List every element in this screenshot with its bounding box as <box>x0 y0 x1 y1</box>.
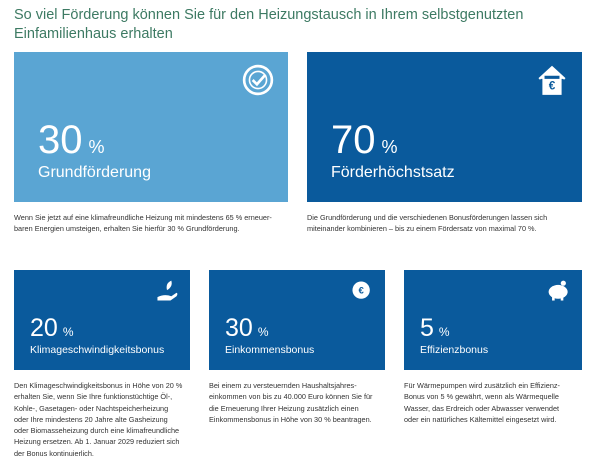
description: Den Klimageschwindigkeitsbonus in Höhe v… <box>14 380 182 459</box>
figure: 70% <box>331 118 398 163</box>
card: 20% Klimageschwindigkeitsbonus <box>14 270 190 370</box>
figure: 5% <box>420 314 450 343</box>
svg-text:€: € <box>358 286 364 297</box>
card-label: Förderhöchstsatz <box>331 164 455 181</box>
description-line: Wenn Sie jetzt auf eine klimafreundliche… <box>14 213 272 222</box>
figure-unit: % <box>62 325 74 339</box>
icon: € <box>538 65 566 95</box>
icon <box>548 280 568 301</box>
description-line: Den Klimageschwindigkeitsbonus in Höhe v… <box>14 381 183 390</box>
card-label: Grundförderung <box>38 164 151 181</box>
icon <box>242 64 274 96</box>
description-line: Wasser, das Erdreich oder Abwasser verwe… <box>404 403 560 413</box>
card: 30% Grundförderung <box>14 52 288 202</box>
description-line: baren Energien umsteigen, erhalten Sie h… <box>14 224 240 234</box>
description-line: Die Grundförderung und die verschiedenen… <box>307 213 548 222</box>
description-line: Für Wärmepumpen wird zusätzlich ein Effi… <box>404 381 560 390</box>
card: 5% Effizienzbonus <box>404 270 582 370</box>
title-line: So viel Förderung können Sie für den Hei… <box>14 7 524 23</box>
figure-unit: % <box>257 325 269 339</box>
figure-number: 30 <box>38 118 83 162</box>
figure-unit: % <box>88 137 105 157</box>
title-line: Einfamilienhaus erhalten <box>14 26 173 42</box>
figure-number: 20 <box>30 314 58 342</box>
description-line: die Erneuerung Ihrer Heizung zusätzlich … <box>209 403 359 413</box>
description-line: oder ein natürliches Kältemittel eingese… <box>404 414 557 424</box>
card-label: Effizienzbonus <box>420 344 489 356</box>
description: Für Wärmepumpen wird zusätzlich ein Effi… <box>404 380 560 425</box>
card-label: Einkommensbonus <box>225 344 315 356</box>
description-line: einkommen von bis zu 40.000 Euro können … <box>209 392 373 402</box>
description-line: Bonus von 5 % gewährt, wenn als Wärmeque… <box>404 392 559 402</box>
description-line: oder Ihre mindestens 20 Jahre alte Gashe… <box>14 414 168 424</box>
description-line: Einkommensbonus in Höhe von 30 % beantra… <box>209 414 372 424</box>
description: Die Grundförderung und die verschiedenen… <box>307 212 547 235</box>
svg-text:€: € <box>549 80 556 93</box>
description-line: erhalten Sie, wenn Sie Ihre funktionstüc… <box>14 392 173 402</box>
description-line: Kohle-, Gasetagen- oder Nachtspeicherhei… <box>14 403 169 413</box>
figure: 30% <box>38 118 105 163</box>
figure: 20% <box>30 314 73 343</box>
figure-number: 5 <box>420 314 434 342</box>
figure-unit: % <box>438 325 450 339</box>
card-label: Klimageschwindigkeitsbonus <box>30 344 165 356</box>
figure-number: 70 <box>331 118 376 162</box>
description-line: der Bonus kontinuierlich. <box>14 448 94 458</box>
icon: € <box>352 281 370 299</box>
card: 30% Einkommensbonus € <box>209 270 385 370</box>
title: So viel Förderung können Sie für den Hei… <box>14 6 523 44</box>
card: 70% Förderhöchstsatz € <box>307 52 582 202</box>
description-line: oder Biomasseheizung durch eine klimafre… <box>14 426 180 436</box>
description-line: miteinander kombinieren – bis zu einem F… <box>307 224 537 234</box>
description: Bei einem zu versteuernden Haushaltsjahr… <box>209 380 372 425</box>
figure-unit: % <box>381 137 398 157</box>
description-line: Heizung ersetzen. Ab 1. Januar 2029 redu… <box>14 437 180 447</box>
figure-number: 30 <box>225 314 253 342</box>
figure: 30% <box>225 314 268 343</box>
description: Wenn Sie jetzt auf eine klimafreundliche… <box>14 212 272 235</box>
icon <box>157 280 178 301</box>
description-line: Bei einem zu versteuernden Haushaltsjahr… <box>209 381 357 390</box>
